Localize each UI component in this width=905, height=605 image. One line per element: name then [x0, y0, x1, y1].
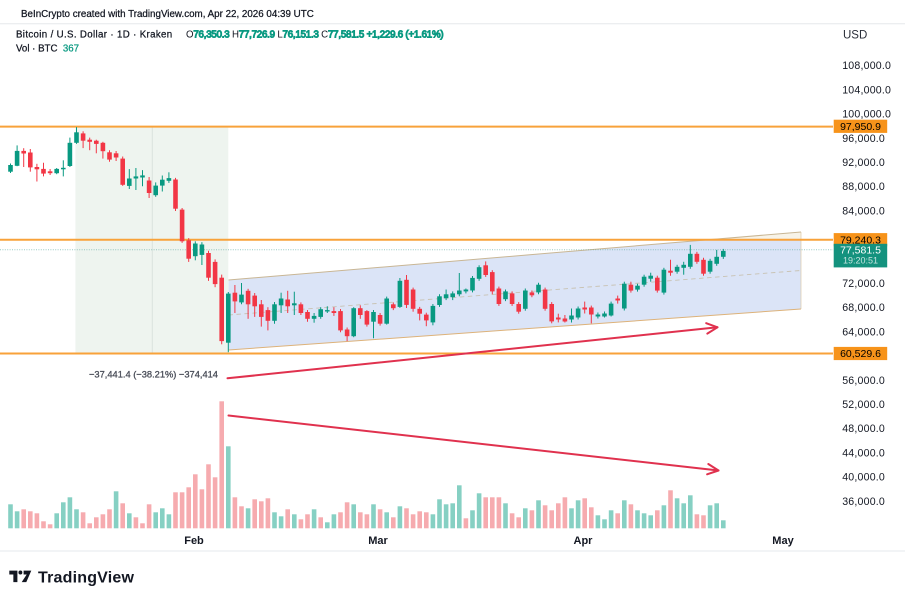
- svg-text:72,000.0: 72,000.0: [842, 278, 885, 290]
- svg-text:19:20:51: 19:20:51: [843, 256, 878, 266]
- svg-text:79,240.3: 79,240.3: [840, 234, 881, 246]
- svg-text:108,000.0: 108,000.0: [842, 60, 891, 72]
- svg-text:52,000.0: 52,000.0: [842, 399, 885, 411]
- svg-text:Feb: Feb: [184, 535, 204, 547]
- svg-text:64,000.0: 64,000.0: [842, 326, 885, 338]
- svg-text:Vol · BTC 367: Vol · BTC 367: [16, 44, 79, 55]
- svg-text:84,000.0: 84,000.0: [842, 205, 885, 217]
- svg-text:100,000.0: 100,000.0: [842, 109, 891, 121]
- svg-text:44,000.0: 44,000.0: [842, 447, 885, 459]
- svg-text:96,000.0: 96,000.0: [842, 133, 885, 145]
- svg-text:77,581.5: 77,581.5: [840, 244, 881, 256]
- svg-text:97,950.9: 97,950.9: [840, 121, 881, 133]
- svg-text:40,000.0: 40,000.0: [842, 472, 885, 484]
- svg-text:92,000.0: 92,000.0: [842, 157, 885, 169]
- svg-text:104,000.0: 104,000.0: [842, 84, 891, 96]
- svg-text:Bitcoin / U.S. Dollar · 1D · K: Bitcoin / U.S. Dollar · 1D · Kraken: [16, 30, 173, 41]
- svg-text:TradingView: TradingView: [38, 570, 135, 587]
- svg-text:48,000.0: 48,000.0: [842, 423, 885, 435]
- svg-text:−37,441.4 (−38.21%) −374,414: −37,441.4 (−38.21%) −374,414: [89, 370, 218, 380]
- svg-text:56,000.0: 56,000.0: [842, 375, 885, 387]
- svg-text:O76,350.3 H77,726.9 L76,151.3: O76,350.3 H77,726.9 L76,151.3 C77,581.5 …: [186, 30, 443, 41]
- svg-text:USD: USD: [843, 29, 867, 41]
- svg-text:60,529.6: 60,529.6: [840, 348, 881, 360]
- svg-text:36,000.0: 36,000.0: [842, 496, 885, 508]
- svg-text:88,000.0: 88,000.0: [842, 181, 885, 193]
- svg-text:BeInCrypto created with Tradin: BeInCrypto created with TradingView.com,…: [21, 9, 314, 20]
- svg-text:May: May: [772, 535, 794, 547]
- svg-text:68,000.0: 68,000.0: [842, 302, 885, 314]
- svg-text:Mar: Mar: [368, 535, 388, 547]
- svg-text:Apr: Apr: [574, 535, 594, 547]
